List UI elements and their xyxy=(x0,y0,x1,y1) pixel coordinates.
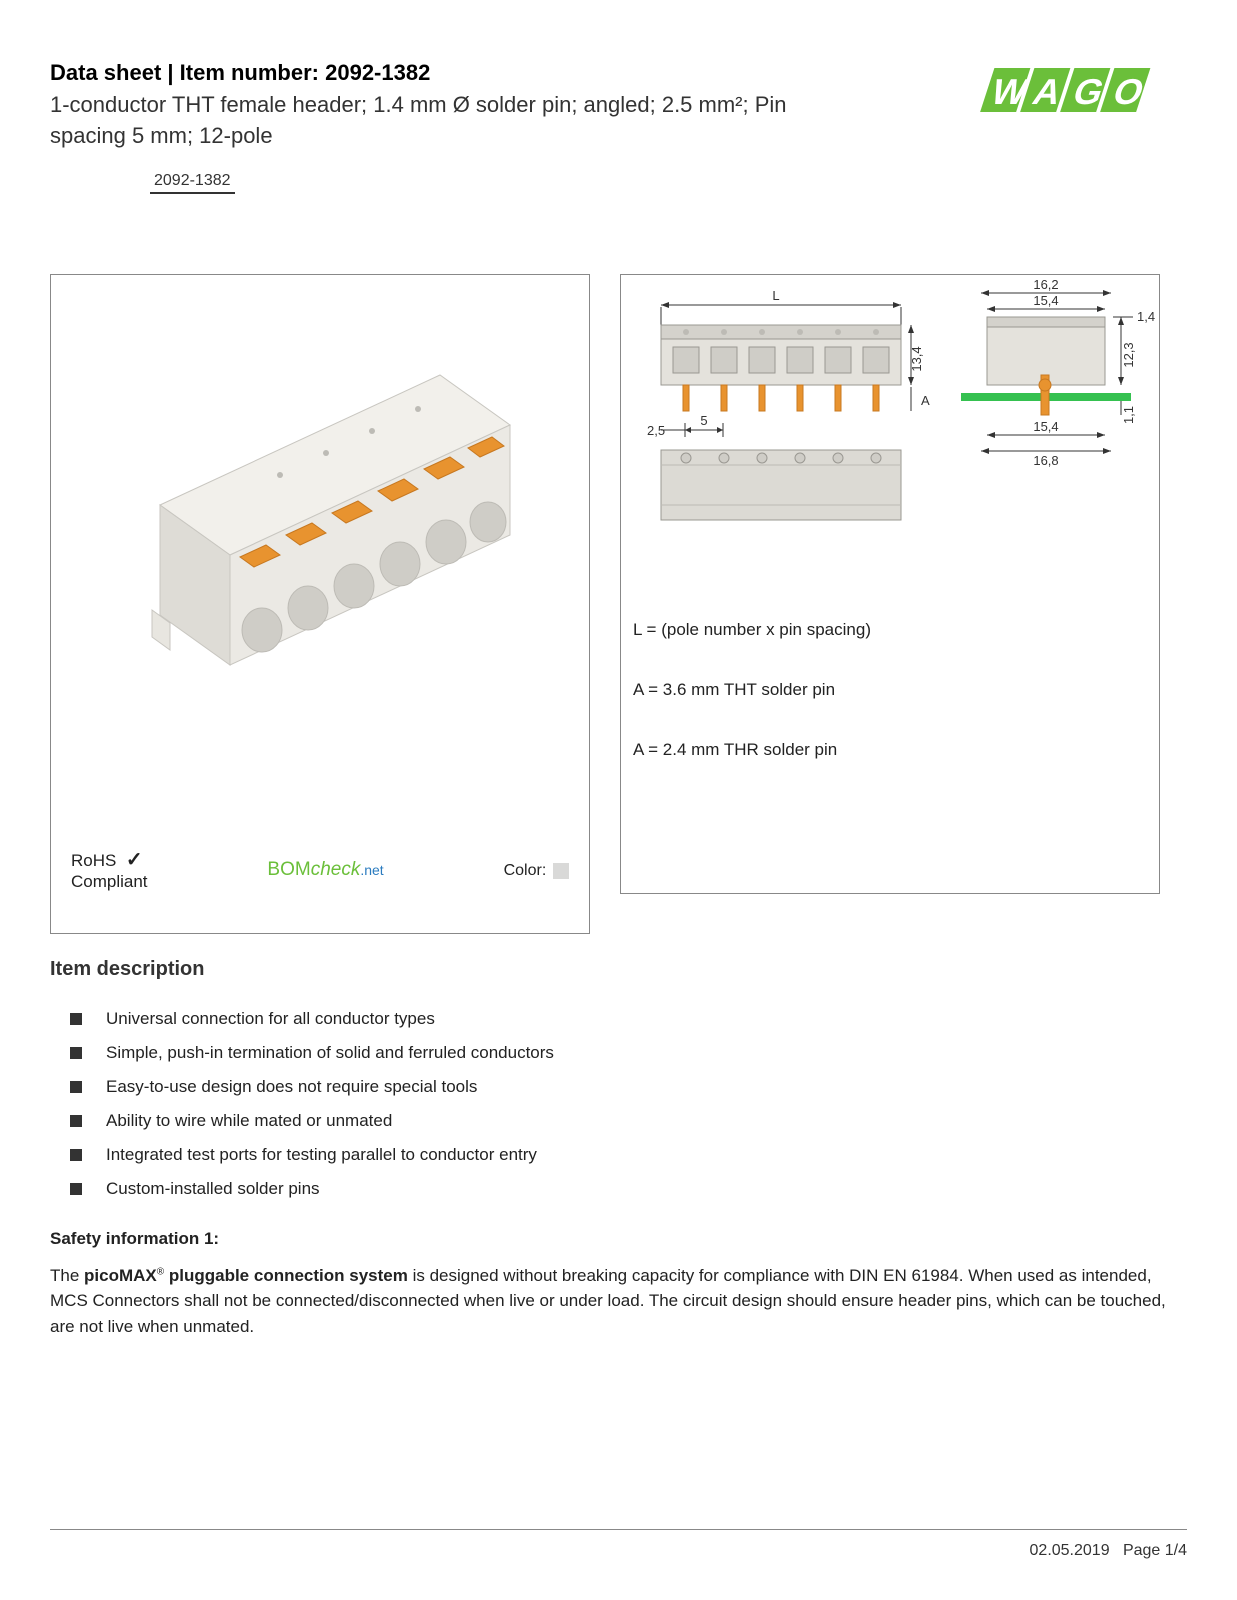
product-render xyxy=(80,305,560,725)
list-item: Ability to wire while mated or unmated xyxy=(70,1111,1187,1131)
note-L: L = (pole number x pin spacing) xyxy=(633,620,1147,640)
note-A2: A = 2.4 mm THR solder pin xyxy=(633,740,1147,760)
datasheet-subtitle: 1-conductor THT female header; 1.4 mm Ø … xyxy=(50,90,810,152)
bullet-text: Ability to wire while mated or unmated xyxy=(106,1111,392,1131)
bullet-icon xyxy=(70,1183,82,1195)
bullet-icon xyxy=(70,1149,82,1161)
bomcheck-check: check xyxy=(311,859,361,880)
title-prefix: Data sheet | Item number: xyxy=(50,60,325,85)
bullet-icon xyxy=(70,1081,82,1093)
bullet-text: Universal connection for all conductor t… xyxy=(106,1009,435,1029)
dim-top-w1: 16,2 xyxy=(1033,277,1058,292)
safety-prefix: The xyxy=(50,1266,84,1285)
list-item: Easy-to-use design does not require spec… xyxy=(70,1077,1187,1097)
bullet-text: Integrated test ports for testing parall… xyxy=(106,1145,537,1165)
datasheet-title: Data sheet | Item number: 2092-1382 xyxy=(50,60,967,86)
product-image-panel: RoHS ✓ Compliant BOMcheck.net Color: xyxy=(50,274,590,934)
bullet-icon xyxy=(70,1013,82,1025)
compliance-row: RoHS ✓ Compliant BOMcheck.net Color: xyxy=(71,848,569,892)
header: Data sheet | Item number: 2092-1382 1-co… xyxy=(50,60,1187,194)
dim-A: A xyxy=(921,393,930,408)
dim-side-h: 12,3 xyxy=(1121,342,1136,367)
wago-logo: W A G O xyxy=(967,60,1187,120)
title-item-number: 2092-1382 xyxy=(325,60,430,85)
footer-page: Page 1/4 xyxy=(1123,1542,1187,1559)
bomcheck-bom: BOM xyxy=(267,859,310,880)
item-description-list: Universal connection for all conductor t… xyxy=(50,1009,1187,1199)
bullet-icon xyxy=(70,1047,82,1059)
dimension-diagram-panel: L xyxy=(620,274,1160,894)
note-A1: A = 3.6 mm THT solder pin xyxy=(633,680,1147,700)
check-icon: ✓ xyxy=(126,849,143,871)
safety-bold2: pluggable connection system xyxy=(164,1266,408,1285)
header-text: Data sheet | Item number: 2092-1382 1-co… xyxy=(50,60,967,194)
safety-text: The picoMAX® pluggable connection system… xyxy=(50,1263,1187,1340)
panels-row: RoHS ✓ Compliant BOMcheck.net Color: xyxy=(50,274,1187,934)
bomcheck-logo: BOMcheck.net xyxy=(267,859,383,881)
bomcheck-net: .net xyxy=(360,862,383,878)
dim-bot-w1: 15,4 xyxy=(1033,419,1058,434)
list-item: Universal connection for all conductor t… xyxy=(70,1009,1187,1029)
dim-L: L xyxy=(772,288,779,303)
dim-bot-h: 1,1 xyxy=(1121,406,1136,424)
page-footer: 02.05.2019 Page 1/4 xyxy=(50,1529,1187,1560)
rohs-label2: Compliant xyxy=(71,872,148,891)
dim-h: 13,4 xyxy=(909,346,924,371)
footer-date: 02.05.2019 xyxy=(1030,1542,1110,1559)
rohs-compliant: RoHS ✓ Compliant xyxy=(71,848,148,892)
dim-pitch: 5 xyxy=(700,413,707,428)
diagram-notes: L = (pole number x pin spacing) A = 3.6 … xyxy=(621,620,1159,760)
rohs-label: RoHS xyxy=(71,851,116,870)
bullet-icon xyxy=(70,1115,82,1127)
color-indicator: Color: xyxy=(504,860,569,880)
bullet-text: Simple, push-in termination of solid and… xyxy=(106,1043,554,1063)
safety-picomax: picoMAX xyxy=(84,1266,157,1285)
item-number-chip: 2092-1382 xyxy=(150,170,235,194)
dimension-diagram: L xyxy=(621,275,1161,585)
bullet-text: Easy-to-use design does not require spec… xyxy=(106,1077,477,1097)
bullet-text: Custom-installed solder pins xyxy=(106,1179,320,1199)
list-item: Simple, push-in termination of solid and… xyxy=(70,1043,1187,1063)
dim-bot-w2: 16,8 xyxy=(1033,453,1058,468)
dim-top-h: 1,4 xyxy=(1137,309,1155,324)
safety-title: Safety information 1: xyxy=(50,1229,1187,1249)
color-swatch xyxy=(553,863,569,879)
list-item: Integrated test ports for testing parall… xyxy=(70,1145,1187,1165)
color-label: Color: xyxy=(504,862,547,879)
item-description-title: Item description xyxy=(50,958,1187,981)
dim-top-w2: 15,4 xyxy=(1033,293,1058,308)
list-item: Custom-installed solder pins xyxy=(70,1179,1187,1199)
